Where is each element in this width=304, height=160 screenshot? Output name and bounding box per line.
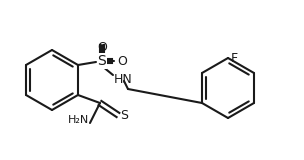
- Text: S: S: [120, 108, 128, 121]
- Text: O: O: [117, 55, 127, 68]
- Text: F: F: [231, 52, 238, 64]
- Text: S: S: [98, 54, 106, 68]
- Text: HN: HN: [114, 72, 133, 85]
- Text: H₂N: H₂N: [68, 115, 89, 125]
- Text: O: O: [97, 41, 107, 54]
